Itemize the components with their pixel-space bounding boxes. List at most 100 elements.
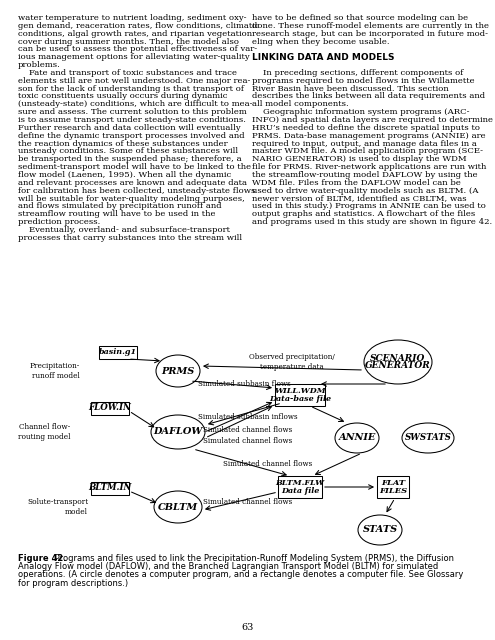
Text: eling when they become usable.: eling when they become usable. <box>252 38 390 45</box>
Text: for program descriptions.): for program descriptions.) <box>18 579 128 588</box>
FancyBboxPatch shape <box>278 476 322 498</box>
Ellipse shape <box>335 423 379 453</box>
Text: INFO) and spatial data layers are required to determine: INFO) and spatial data layers are requir… <box>252 116 493 124</box>
Text: describes the links between all data requirements and: describes the links between all data req… <box>252 93 485 100</box>
Text: Solute-transport
model: Solute-transport model <box>27 499 88 516</box>
Text: son for the lack of understanding is that transport of: son for the lack of understanding is tha… <box>18 84 244 93</box>
Text: all model components.: all model components. <box>252 100 349 108</box>
Text: can be used to assess the potential effectiveness of var-: can be used to assess the potential effe… <box>18 45 257 53</box>
Text: Simulated channel flows: Simulated channel flows <box>203 437 293 445</box>
Ellipse shape <box>156 355 200 387</box>
Text: streamflow routing will have to be used in the: streamflow routing will have to be used … <box>18 211 215 218</box>
Text: will be suitable for water-quality modeling purposes,: will be suitable for water-quality model… <box>18 195 245 202</box>
Text: water temperature to nutrient loading, sediment oxy-: water temperature to nutrient loading, s… <box>18 14 247 22</box>
FancyBboxPatch shape <box>275 384 325 406</box>
Text: FLAT: FLAT <box>381 479 405 487</box>
Text: BLTM.FLW: BLTM.FLW <box>275 479 325 487</box>
Text: Simulated channel flows: Simulated channel flows <box>203 498 293 506</box>
Text: define the dynamic transport processes involved and: define the dynamic transport processes i… <box>18 132 245 140</box>
Text: have to be defined so that source modeling can be: have to be defined so that source modeli… <box>252 14 468 22</box>
Text: Further research and data collection will eventually: Further research and data collection wil… <box>18 124 241 132</box>
Ellipse shape <box>358 515 402 545</box>
Text: file for PRMS. River-network applications are run with: file for PRMS. River-network application… <box>252 163 487 171</box>
Text: toxic constituents usually occurs during dynamic: toxic constituents usually occurs during… <box>18 93 228 100</box>
Text: operations. (A circle denotes a computer program, and a rectangle denotes a comp: operations. (A circle denotes a computer… <box>18 570 463 579</box>
Text: and relevant processes are known and adequate data: and relevant processes are known and ade… <box>18 179 247 187</box>
Text: In preceding sections, different components of: In preceding sections, different compone… <box>252 69 463 77</box>
Text: Eventually, overland- and subsurface-transport: Eventually, overland- and subsurface-tra… <box>18 226 230 234</box>
Text: the streamflow-routing model DAFLOW by using the: the streamflow-routing model DAFLOW by u… <box>252 171 478 179</box>
Text: sure and assess. The current solution to this problem: sure and assess. The current solution to… <box>18 108 247 116</box>
Text: processes that carry substances into the stream will: processes that carry substances into the… <box>18 234 242 242</box>
Text: Data file: Data file <box>281 487 319 495</box>
Text: gen demand, reaceration rates, flow conditions, climatic: gen demand, reaceration rates, flow cond… <box>18 22 259 30</box>
Ellipse shape <box>402 423 454 453</box>
FancyBboxPatch shape <box>377 476 409 498</box>
Text: conditions, algal growth rates, and riparian vegetation: conditions, algal growth rates, and ripa… <box>18 29 252 38</box>
Text: used in this study.) Programs in ANNIE can be used to: used in this study.) Programs in ANNIE c… <box>252 202 486 211</box>
Text: Simulated subbasin flows: Simulated subbasin flows <box>198 380 291 388</box>
Text: ANNIE: ANNIE <box>339 433 376 442</box>
Text: LINKING DATA AND MODELS: LINKING DATA AND MODELS <box>252 53 395 62</box>
Text: GENERATOR: GENERATOR <box>365 361 431 371</box>
Text: required to input, output, and manage data files in a: required to input, output, and manage da… <box>252 140 477 148</box>
Text: HRU’s needed to define the discrete spatial inputs to: HRU’s needed to define the discrete spat… <box>252 124 480 132</box>
Text: prediction process.: prediction process. <box>18 218 100 226</box>
Text: DAFLOW: DAFLOW <box>153 428 202 436</box>
Ellipse shape <box>154 491 202 523</box>
FancyBboxPatch shape <box>91 481 129 495</box>
Text: Channel flow-
routing model: Channel flow- routing model <box>17 424 70 440</box>
Text: STATS: STATS <box>362 525 397 534</box>
Text: SWSTATS: SWSTATS <box>404 433 451 442</box>
Text: 63: 63 <box>242 623 253 632</box>
Text: River Basin have been discussed. This section: River Basin have been discussed. This se… <box>252 84 449 93</box>
Text: Simulated channel flows: Simulated channel flows <box>203 426 293 434</box>
Text: done. These runoff-model elements are currently in the: done. These runoff-model elements are cu… <box>252 22 489 30</box>
Text: unsteady conditions. Some of these substances will: unsteady conditions. Some of these subst… <box>18 147 238 156</box>
Text: newer version of BLTM, identified as CBLTM, was: newer version of BLTM, identified as CBL… <box>252 195 467 202</box>
Text: Simulated channel flows: Simulated channel flows <box>223 460 313 468</box>
Text: basin.g1: basin.g1 <box>99 348 137 356</box>
Text: output graphs and statistics. A flowchart of the files: output graphs and statistics. A flowchar… <box>252 211 475 218</box>
FancyBboxPatch shape <box>91 401 129 415</box>
Text: used to drive water-quality models such as BLTM. (A: used to drive water-quality models such … <box>252 187 479 195</box>
Text: Simulated subbasin inflows: Simulated subbasin inflows <box>198 413 298 421</box>
Text: flow model (Laenen, 1995). When all the dynamic: flow model (Laenen, 1995). When all the … <box>18 171 231 179</box>
Text: sediment-transport model will have to be linked to the: sediment-transport model will have to be… <box>18 163 251 171</box>
Text: Data-base file: Data-base file <box>269 395 331 403</box>
Ellipse shape <box>151 415 205 449</box>
Text: and flows simulated by precipitation runoff and: and flows simulated by precipitation run… <box>18 202 222 211</box>
Text: WDM file. Files from the DAFLOW model can be: WDM file. Files from the DAFLOW model ca… <box>252 179 461 187</box>
Text: Precipitation-
runoff model: Precipitation- runoff model <box>30 362 80 380</box>
Text: FLOW.IN: FLOW.IN <box>89 403 132 413</box>
Text: Fate and transport of toxic substances and trace: Fate and transport of toxic substances a… <box>18 69 237 77</box>
Text: PRMS. Data-base management programs (ANNIE) are: PRMS. Data-base management programs (ANN… <box>252 132 486 140</box>
Text: SCENARIO: SCENARIO <box>370 354 426 363</box>
Text: (unsteady-state) conditions, which are difficult to mea-: (unsteady-state) conditions, which are d… <box>18 100 252 108</box>
Text: for calibration has been collected, unsteady-state flows: for calibration has been collected, unst… <box>18 187 255 195</box>
Text: Geographic information system programs (ARC-: Geographic information system programs (… <box>252 108 469 116</box>
Text: FILES: FILES <box>379 487 407 495</box>
FancyBboxPatch shape <box>99 346 137 358</box>
Text: PRMS: PRMS <box>161 367 195 376</box>
Text: problems.: problems. <box>18 61 61 69</box>
Text: Analogy Flow model (DAFLOW), and the Branched Lagrangian Transport Model (BLTM) : Analogy Flow model (DAFLOW), and the Bra… <box>18 562 438 572</box>
Ellipse shape <box>364 340 432 384</box>
Text: NARIO GENERATOR) is used to display the WDM: NARIO GENERATOR) is used to display the … <box>252 156 467 163</box>
Text: BLTM.IN: BLTM.IN <box>88 483 132 493</box>
Text: the reaction dynamics of these substances under: the reaction dynamics of these substance… <box>18 140 228 148</box>
Text: research stage, but can be incorporated in future mod-: research stage, but can be incorporated … <box>252 29 488 38</box>
Text: master WDM file. A model application program (SCE-: master WDM file. A model application pro… <box>252 147 483 156</box>
Text: elements still are not well understood. One major rea-: elements still are not well understood. … <box>18 77 250 84</box>
Text: be transported in the suspended phase; therefore, a: be transported in the suspended phase; t… <box>18 156 242 163</box>
Text: WILL.WDM: WILL.WDM <box>274 387 326 395</box>
Text: and programs used in this study are shown in figure 42.: and programs used in this study are show… <box>252 218 492 226</box>
Text: Observed precipitation/
temperature data: Observed precipitation/ temperature data <box>249 353 335 371</box>
Text: CBLTM: CBLTM <box>158 502 198 511</box>
Text: ious management options for alleviating water-quality: ious management options for alleviating … <box>18 53 249 61</box>
Text: Programs and files used to link the Precipitation-Runoff Modeling System (PRMS),: Programs and files used to link the Prec… <box>52 554 454 563</box>
Text: programs required to model flows in the Willamette: programs required to model flows in the … <box>252 77 475 84</box>
Text: Figure 42.: Figure 42. <box>18 554 66 563</box>
Text: cover during summer months. Then, the model also: cover during summer months. Then, the mo… <box>18 38 239 45</box>
Text: is to assume transport under steady-state conditions.: is to assume transport under steady-stat… <box>18 116 246 124</box>
